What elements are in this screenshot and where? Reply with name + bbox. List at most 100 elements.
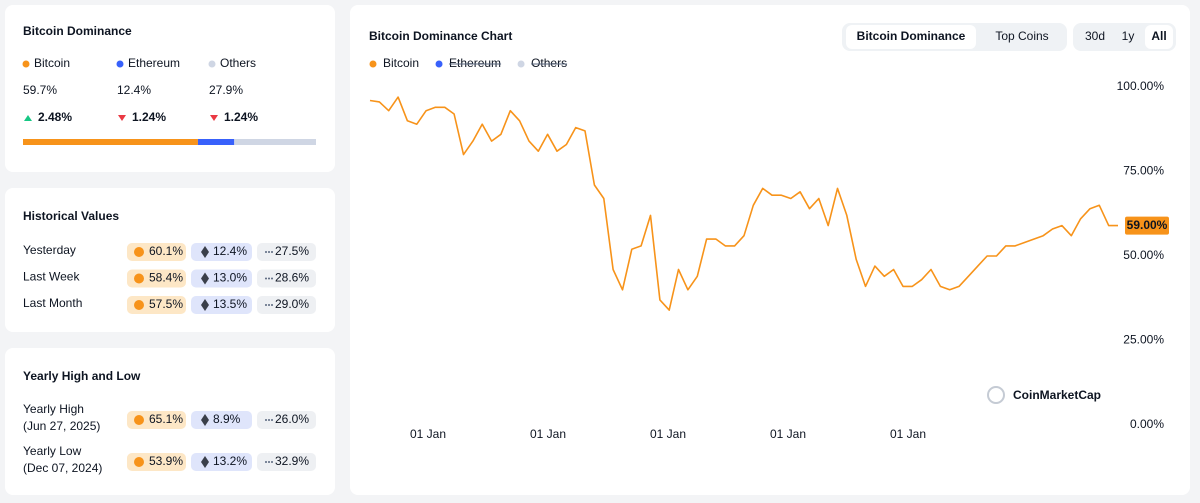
pill-value: 57.5%: [149, 297, 183, 311]
legend-label: Others: [220, 56, 256, 70]
dominance-value: 59.7%: [23, 83, 57, 97]
card-title: Historical Values: [23, 209, 119, 223]
value-pill: [257, 269, 316, 288]
legend-label: Ethereum: [128, 56, 180, 70]
dominance-line: [369, 96, 1118, 311]
end-label: 59.00%: [1127, 218, 1168, 232]
range-button[interactable]: 30d: [1085, 29, 1105, 43]
value-pill: [127, 453, 186, 471]
chart-card: [350, 5, 1190, 495]
others-icon: [265, 461, 267, 463]
legend-label[interactable]: Ethereum: [449, 56, 501, 70]
watermark: CoinMarketCap: [1013, 388, 1101, 402]
value-pill: [127, 269, 186, 288]
pill-value: 32.9%: [275, 454, 309, 468]
ethereum-icon: [201, 414, 209, 426]
active-range-bg: [1145, 25, 1173, 49]
value-pill: [191, 453, 252, 471]
dominance-value: 12.4%: [117, 83, 151, 97]
summary-card: [5, 5, 335, 172]
others-icon: [271, 419, 273, 421]
pill-value: 13.0%: [213, 271, 247, 285]
value-pill: [191, 411, 252, 429]
x-tick-label: 01 Jan: [890, 427, 926, 441]
pill-value: 28.6%: [275, 271, 309, 285]
trend-arrow: [118, 115, 126, 121]
others-icon: [265, 304, 267, 306]
legend-dot: [22, 60, 30, 68]
row-label: Last Week: [23, 270, 80, 284]
pill-value: 58.4%: [149, 271, 183, 285]
bitcoin-icon: [134, 415, 144, 425]
pill-value: 27.5%: [275, 244, 309, 258]
others-icon: [271, 251, 273, 253]
dominance-bar-segment: [23, 139, 198, 145]
row-label: Yearly High: [23, 402, 84, 416]
others-icon: [271, 304, 273, 306]
bitcoin-icon: [134, 273, 144, 284]
others-icon: [268, 304, 270, 306]
dominance-bar-segment: [197, 139, 235, 145]
range-button[interactable]: 1y: [1122, 29, 1135, 43]
active-tab-bg: [846, 25, 976, 49]
tab[interactable]: Top Coins: [995, 29, 1048, 43]
others-icon: [268, 277, 270, 280]
value-pill: [191, 243, 252, 261]
legend-dot: [369, 60, 377, 68]
y-tick-label: 25.00%: [1123, 333, 1164, 347]
others-icon: [265, 251, 267, 253]
others-icon: [265, 277, 267, 280]
y-tick-label: 75.00%: [1123, 164, 1164, 178]
others-icon: [265, 419, 267, 421]
watermark-logo: [987, 386, 1005, 404]
legend-label[interactable]: Others: [531, 56, 567, 70]
pill-value: 13.5%: [213, 297, 247, 311]
pill-value: 12.4%: [213, 244, 247, 258]
row-label: Yesterday: [23, 243, 76, 257]
others-icon: [268, 461, 270, 463]
others-icon: [271, 277, 273, 280]
dominance-bar-segment: [234, 139, 316, 145]
x-tick-label: 01 Jan: [770, 427, 806, 441]
others-icon: [268, 251, 270, 253]
x-tick-label: 01 Jan: [530, 427, 566, 441]
value-pill: [257, 453, 316, 471]
y-tick-label: 100.00%: [1117, 79, 1165, 93]
row-date: (Dec 07, 2024): [23, 461, 102, 475]
others-icon: [268, 419, 270, 421]
row-label: Yearly Low: [23, 444, 82, 458]
row-label: Last Month: [23, 296, 82, 310]
trend-arrow: [24, 115, 32, 121]
change-value: 2.48%: [38, 110, 72, 124]
legend-label[interactable]: Bitcoin: [383, 56, 419, 70]
value-pill: [257, 411, 316, 429]
pill-value: 29.0%: [275, 297, 309, 311]
end-label-bg: [1125, 216, 1169, 235]
pill-value: 53.9%: [149, 454, 183, 468]
value-pill: [127, 411, 186, 429]
row-date: (Jun 27, 2025): [23, 419, 100, 433]
chart-title: Bitcoin Dominance Chart: [369, 29, 512, 43]
pill-value: 13.2%: [213, 454, 247, 468]
value-pill: [127, 296, 186, 314]
legend-label: Bitcoin: [34, 56, 70, 70]
ethereum-icon: [201, 456, 209, 468]
y-tick-label: 50.00%: [1123, 248, 1164, 262]
change-value: 1.24%: [132, 110, 166, 124]
tab[interactable]: Bitcoin Dominance: [857, 29, 966, 43]
value-pill: [191, 296, 252, 314]
legend-dot: [208, 60, 216, 68]
card-title: Yearly High and Low: [23, 369, 141, 383]
range-button[interactable]: All: [1151, 29, 1166, 43]
value-pill: [127, 243, 186, 261]
x-tick-label: 01 Jan: [650, 427, 686, 441]
bitcoin-icon: [134, 457, 144, 467]
ethereum-icon: [201, 246, 209, 258]
trend-arrow: [210, 115, 218, 121]
ethereum-icon: [201, 272, 209, 285]
value-pill: [191, 269, 252, 288]
dominance-value: 27.9%: [209, 83, 243, 97]
ethereum-icon: [201, 299, 209, 311]
